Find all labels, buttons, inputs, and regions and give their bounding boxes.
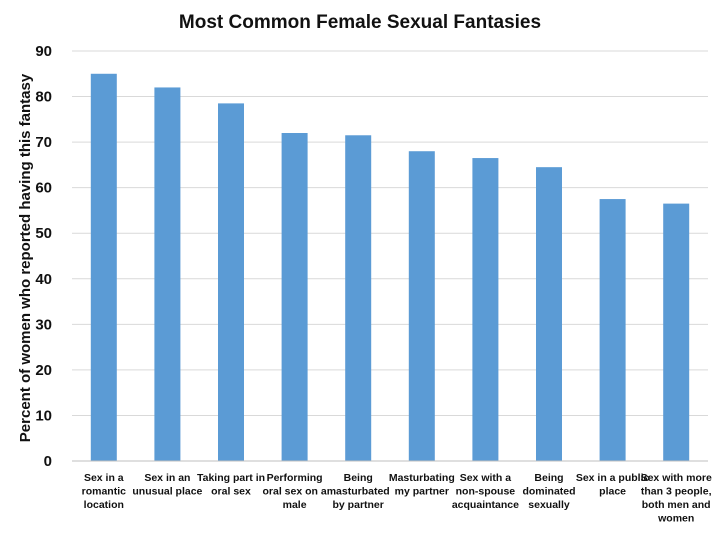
y-tick-label: 0 xyxy=(44,453,52,470)
y-tick-label: 70 xyxy=(35,134,52,151)
x-tick-label: Performing oral sex on a male xyxy=(262,472,326,511)
bar xyxy=(281,133,308,461)
y-tick-label: 20 xyxy=(35,362,52,379)
x-tick-label: Being dominated sexually xyxy=(522,472,575,511)
bar xyxy=(599,199,626,462)
x-tick-label: Sex with more than 3 people, both men and w… xyxy=(641,472,712,525)
chart-title: Most Common Female Sexual Fantasies xyxy=(179,12,541,33)
bar xyxy=(536,167,562,461)
bar xyxy=(663,203,690,461)
bar xyxy=(408,151,435,461)
bar xyxy=(90,73,117,462)
bar xyxy=(345,135,372,461)
x-tick-label: Sex with a non-spouse acquaintance xyxy=(452,472,519,511)
y-tick-label: 30 xyxy=(35,316,52,333)
y-tick-label: 40 xyxy=(35,271,52,288)
x-tick-label: Sex in a romantic location xyxy=(82,472,127,511)
y-tick-label: 80 xyxy=(35,89,52,106)
x-tick-label: Masturbating my partner xyxy=(389,472,455,498)
y-tick-label: 60 xyxy=(35,180,52,197)
y-axis-ticks: 0 10 20 30 40 50 60 70 80 90 xyxy=(35,43,52,470)
bars xyxy=(90,73,690,462)
x-tick-label: Taking part in oral sex xyxy=(197,472,265,498)
bar xyxy=(218,103,244,461)
y-axis-label: Percent of women who reported having thi… xyxy=(17,73,34,442)
y-tick-label: 10 xyxy=(35,407,52,424)
x-tick-label: Being masturbated by partner xyxy=(327,472,390,511)
bar xyxy=(154,87,181,461)
x-tick-label: Sex in an unusual place xyxy=(132,472,202,498)
y-tick-label: 90 xyxy=(35,43,52,60)
bar xyxy=(472,158,499,462)
x-tick-label: Sex in a public place xyxy=(576,472,650,498)
y-tick-label: 50 xyxy=(35,225,52,242)
